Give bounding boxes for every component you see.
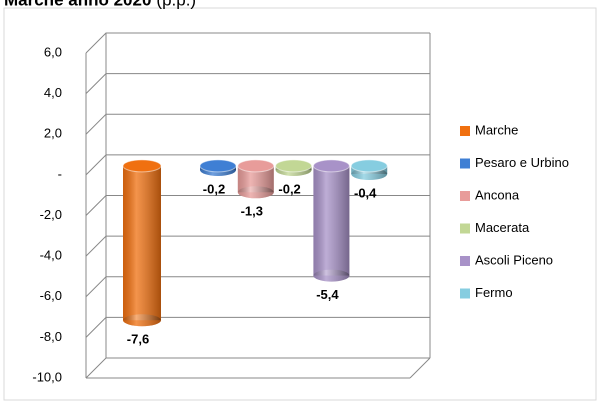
legend-swatch (460, 223, 470, 234)
chart-border (3, 7, 597, 401)
grid-line (85, 316, 430, 338)
legend-label: Ancona (475, 187, 520, 202)
grid-line (85, 154, 430, 176)
y-tick-label: -6,0 (40, 288, 62, 303)
chart-subtitle: (p.p.) (156, 0, 196, 9)
cylinder-top (312, 159, 350, 173)
legend-swatch (460, 158, 470, 169)
y-tick-label: -10,0 (32, 369, 62, 384)
grid-line (85, 357, 430, 379)
value-label: -0,2 (203, 181, 225, 196)
value-label: -1,3 (241, 204, 263, 219)
y-tick-label: -8,0 (40, 329, 62, 344)
y-tick-label: -2,0 (40, 207, 62, 222)
y-tick-label: 2,0 (44, 126, 62, 141)
cylinder-top (237, 159, 275, 173)
cylinder-shade (313, 165, 350, 276)
legend-label: Pesaro e Urbino (475, 155, 569, 170)
grid-line (85, 32, 430, 54)
legend-label: Fermo (475, 285, 513, 300)
cylinder-bottom-shade (237, 186, 274, 199)
value-label: -7,6 (127, 332, 149, 347)
cylinder-top (350, 159, 388, 173)
cylinder-top (199, 159, 237, 173)
legend-label: Ascoli Piceno (475, 252, 553, 267)
legend-swatch (460, 126, 470, 136)
y-tick-label: - (58, 166, 62, 181)
legend-swatch (460, 288, 470, 299)
chart-title: Marche anno 2020 (4, 0, 151, 9)
cylinder-bottom-shade (123, 314, 161, 327)
cylinder-top (275, 159, 313, 173)
floor-edge (409, 357, 431, 379)
grid-line (85, 113, 430, 135)
legend-label: Macerata (475, 220, 530, 235)
value-label: -5,4 (316, 287, 339, 302)
value-label: -0,2 (278, 181, 300, 196)
legend-swatch (460, 191, 470, 201)
grid-line (85, 73, 430, 94)
y-tick-label: -4,0 (40, 248, 62, 263)
cylinder-bottom-shade (313, 269, 350, 282)
y-tick-label: 6,0 (44, 44, 62, 59)
legend-label: Marche (475, 122, 518, 137)
legend-swatch (460, 256, 470, 266)
value-label: -0,4 (354, 185, 377, 200)
cylinder-top (122, 159, 162, 173)
cylinder-shade (123, 165, 161, 321)
y-tick-label: 4,0 (44, 85, 62, 100)
